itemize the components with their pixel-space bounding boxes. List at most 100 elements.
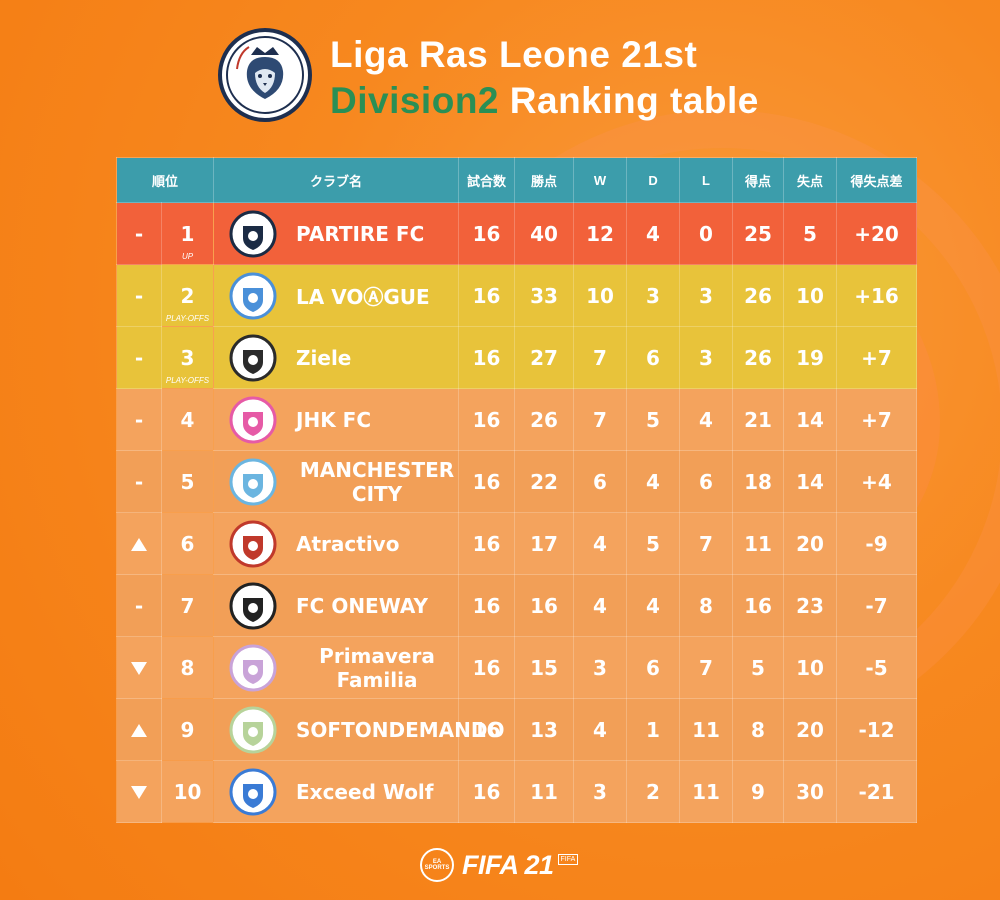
goals-against-value: 10 [783, 636, 838, 699]
rank-number: 1 [180, 221, 195, 246]
points-value: 27 [514, 326, 575, 389]
rank-cell: 4 [160, 388, 215, 451]
goal-difference-value: -9 [836, 512, 918, 575]
rank-movement: - [116, 264, 162, 327]
club-name: Primavera Familia [319, 643, 435, 692]
club-badge-icon [228, 643, 278, 693]
rank-cell: 1 UP [160, 202, 215, 265]
header-points: 勝点 [514, 157, 575, 203]
goals-against-value: 20 [783, 512, 838, 575]
club-name: LA VOⒶGUE [296, 285, 430, 309]
draws-value: 5 [626, 388, 681, 451]
club-badge-icon [228, 705, 278, 755]
draws-value: 4 [626, 202, 681, 265]
rank-cell: 7 [160, 574, 215, 637]
goals-against-value: 23 [783, 574, 838, 637]
rank-cell: 10 [160, 760, 215, 823]
draws-value: 1 [626, 698, 681, 761]
club-badge-icon [228, 767, 278, 817]
club-cell: MANCHESTER CITY [213, 450, 460, 513]
goals-for-value: 25 [732, 202, 785, 265]
losses-value: 7 [679, 636, 734, 699]
table-row: 9 SOFTONDEMANDO 16 13 4 1 11 8 20 -12 [116, 698, 918, 761]
rank-movement: - [116, 388, 162, 451]
points-value: 33 [514, 264, 575, 327]
header-rank: 順位 [115, 157, 215, 203]
rank-cell: 8 [160, 636, 215, 699]
goals-against-value: 5 [783, 202, 838, 265]
rank-cell: 5 [160, 450, 215, 513]
goal-difference-value: -7 [836, 574, 918, 637]
points-value: 11 [514, 760, 575, 823]
wins-value: 10 [573, 264, 628, 327]
goals-for-value: 26 [732, 326, 785, 389]
points-value: 13 [514, 698, 575, 761]
table-row: 10 Exceed Wolf 16 11 3 2 11 9 30 -21 [116, 760, 918, 823]
goals-against-value: 30 [783, 760, 838, 823]
club-cell: SOFTONDEMANDO [213, 698, 504, 761]
rank-down-icon [131, 785, 147, 799]
club-badge-icon [228, 581, 278, 631]
matches-played-value: 16 [458, 512, 516, 575]
goal-difference-value: -21 [836, 760, 918, 823]
table-row: -5 MANCHESTER CITY 16 22 6 4 6 18 14 +4 [116, 450, 918, 513]
losses-value: 3 [679, 264, 734, 327]
matches-played-value: 16 [458, 388, 516, 451]
rank-movement [116, 760, 162, 823]
table-row: 8 Primavera Familia 16 15 3 6 7 5 10 -5 [116, 636, 918, 699]
table-row: 6 Atractivo 16 17 4 5 7 11 20 -9 [116, 512, 918, 575]
goal-difference-value: +7 [836, 326, 918, 389]
goals-for-value: 18 [732, 450, 785, 513]
points-value: 22 [514, 450, 575, 513]
club-cell: Exceed Wolf [213, 760, 460, 823]
rank-unchanged-label: - [134, 407, 144, 432]
header-goals-for: 得点 [732, 157, 785, 203]
page-title-line1: Liga Ras Leone 21st [330, 34, 698, 75]
matches-played-value: 16 [458, 698, 516, 761]
ea-sports-logo: EA SPORTS [420, 848, 454, 882]
header-club: クラブ名 [213, 157, 460, 203]
rank-up-icon [131, 723, 147, 737]
table-row: -4 JHK FC 16 26 7 5 4 21 14 +7 [116, 388, 918, 451]
goal-difference-value: +7 [836, 388, 918, 451]
club-badge-icon [228, 457, 278, 507]
rank-movement: - [116, 202, 162, 265]
rank-movement: - [116, 574, 162, 637]
wins-value: 7 [573, 326, 628, 389]
draws-value: 2 [626, 760, 681, 823]
draws-value: 4 [626, 450, 681, 513]
rank-cell: 3 PLAY-OFFS [160, 326, 215, 389]
rank-cell: 9 [160, 698, 215, 761]
rank-number: 7 [180, 593, 195, 618]
rank-movement: - [116, 450, 162, 513]
club-name: MANCHESTER CITY [299, 457, 455, 506]
club-cell: Ziele [213, 326, 460, 389]
club-badge-icon [228, 209, 278, 259]
club-name: Exceed Wolf [296, 779, 434, 804]
draws-value: 4 [626, 574, 681, 637]
goal-difference-value: -12 [836, 698, 918, 761]
club-name: PARTIRE FC [296, 221, 425, 246]
footer-branding: EA SPORTS FIFA 21 FIFA [420, 845, 579, 885]
rank-cell: 6 [160, 512, 215, 575]
rank-cell: 2 PLAY-OFFS [160, 264, 215, 327]
goal-difference-value: -5 [836, 636, 918, 699]
goals-for-value: 26 [732, 264, 785, 327]
draws-value: 3 [626, 264, 681, 327]
rank-up-icon [131, 537, 147, 551]
rank-unchanged-label: - [134, 221, 144, 246]
losses-value: 8 [679, 574, 734, 637]
header-goals-against: 失点 [783, 157, 838, 203]
club-cell: PARTIRE FC [213, 202, 460, 265]
matches-played-value: 16 [458, 264, 516, 327]
rank-number: 2 [180, 283, 195, 308]
goals-for-value: 16 [732, 574, 785, 637]
matches-played-value: 16 [458, 202, 516, 265]
rank-number: 3 [180, 345, 195, 370]
header-draws: D [626, 157, 681, 203]
wins-value: 3 [573, 636, 628, 699]
wins-value: 4 [573, 512, 628, 575]
goals-against-value: 10 [783, 264, 838, 327]
rank-number: 10 [173, 779, 202, 804]
matches-played-value: 16 [458, 326, 516, 389]
